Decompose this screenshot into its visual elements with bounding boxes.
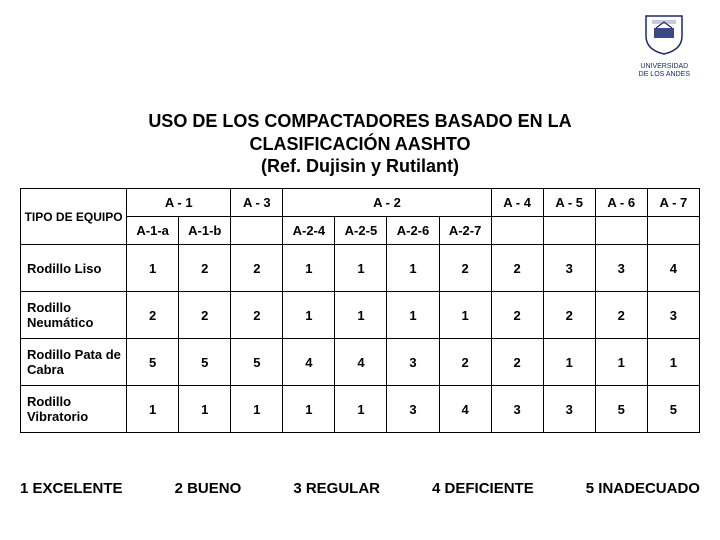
cell: 3: [543, 386, 595, 433]
legend-item: 3 REGULAR: [293, 480, 380, 497]
col-a3: A - 3: [231, 189, 283, 217]
cell: 1: [127, 245, 179, 292]
cell: 2: [231, 245, 283, 292]
cell: 4: [439, 386, 491, 433]
cell: 2: [543, 292, 595, 339]
page-title: USO DE LOS COMPACTADORES BASADO EN LA CL…: [0, 110, 720, 178]
cell: 1: [335, 292, 387, 339]
cell: 2: [231, 292, 283, 339]
row-label: Rodillo Liso: [21, 245, 127, 292]
col-a7: A - 7: [647, 189, 699, 217]
cell: 2: [179, 292, 231, 339]
cell: 4: [335, 339, 387, 386]
university-logo: UNIVERSIDAD DE LOS ANDES: [639, 12, 690, 78]
cell: 2: [127, 292, 179, 339]
col-a24: A-2-4: [283, 217, 335, 245]
cell: 3: [647, 292, 699, 339]
logo-text-top: UNIVERSIDAD: [639, 63, 690, 71]
cell: 2: [439, 339, 491, 386]
cell: 2: [179, 245, 231, 292]
col-a25: A-2-5: [335, 217, 387, 245]
cell: 3: [595, 245, 647, 292]
cell: 1: [543, 339, 595, 386]
cell: 2: [491, 339, 543, 386]
col-a5: A - 5: [543, 189, 595, 217]
title-line-1: USO DE LOS COMPACTADORES BASADO EN LA: [0, 110, 720, 133]
col-a2: A - 2: [283, 189, 491, 217]
header-row-1: TIPO DE EQUIPO A - 1 A - 3 A - 2 A - 4 A…: [21, 189, 700, 217]
cell: 5: [231, 339, 283, 386]
cell: 1: [439, 292, 491, 339]
legend-item: 4 DEFICIENTE: [432, 480, 534, 497]
cell: 1: [595, 339, 647, 386]
cell: 3: [387, 339, 439, 386]
table-row: Rodillo Pata de Cabra 5 5 5 4 4 3 2 2 1 …: [21, 339, 700, 386]
legend: 1 EXCELENTE 2 BUENO 3 REGULAR 4 DEFICIEN…: [20, 480, 700, 497]
col-a27: A-2-7: [439, 217, 491, 245]
cell: 4: [283, 339, 335, 386]
cell: 1: [283, 245, 335, 292]
cell: 5: [647, 386, 699, 433]
cell: 1: [335, 245, 387, 292]
cell: 5: [595, 386, 647, 433]
legend-item: 1 EXCELENTE: [20, 480, 123, 497]
col-a1: A - 1: [127, 189, 231, 217]
col-a6: A - 6: [595, 189, 647, 217]
table-row: Rodillo Neumático 2 2 2 1 1 1 1 2 2 2 3: [21, 292, 700, 339]
cell: 5: [179, 339, 231, 386]
table-row: Rodillo Vibratorio 1 1 1 1 1 3 4 3 3 5 5: [21, 386, 700, 433]
cell: 2: [491, 245, 543, 292]
shield-icon: [642, 12, 686, 56]
cell: 2: [491, 292, 543, 339]
cell: 5: [127, 339, 179, 386]
table-row: Rodillo Liso 1 2 2 1 1 1 2 2 3 3 4: [21, 245, 700, 292]
row-label: Rodillo Vibratorio: [21, 386, 127, 433]
col-tipo: TIPO DE EQUIPO: [21, 189, 127, 245]
title-line-2: CLASIFICACIÓN AASHTO: [0, 133, 720, 156]
cell: 4: [647, 245, 699, 292]
cell: 1: [647, 339, 699, 386]
cell: 1: [387, 292, 439, 339]
cell: 3: [491, 386, 543, 433]
cell: 1: [179, 386, 231, 433]
row-label: Rodillo Neumático: [21, 292, 127, 339]
col-a1a: A-1-a: [127, 217, 179, 245]
logo-text-bottom: DE LOS ANDES: [639, 71, 690, 79]
compactor-table: TIPO DE EQUIPO A - 1 A - 3 A - 2 A - 4 A…: [20, 188, 700, 433]
row-label: Rodillo Pata de Cabra: [21, 339, 127, 386]
title-line-3: (Ref. Dujisin y Rutilant): [0, 155, 720, 178]
col-a26: A-2-6: [387, 217, 439, 245]
cell: 1: [283, 386, 335, 433]
cell: 1: [387, 245, 439, 292]
cell: 2: [439, 245, 491, 292]
cell: 1: [127, 386, 179, 433]
cell: 3: [543, 245, 595, 292]
cell: 2: [595, 292, 647, 339]
col-a1b: A-1-b: [179, 217, 231, 245]
col-a4: A - 4: [491, 189, 543, 217]
legend-item: 2 BUENO: [175, 480, 242, 497]
cell: 1: [231, 386, 283, 433]
cell: 1: [335, 386, 387, 433]
cell: 3: [387, 386, 439, 433]
cell: 1: [283, 292, 335, 339]
legend-item: 5 INADECUADO: [586, 480, 700, 497]
